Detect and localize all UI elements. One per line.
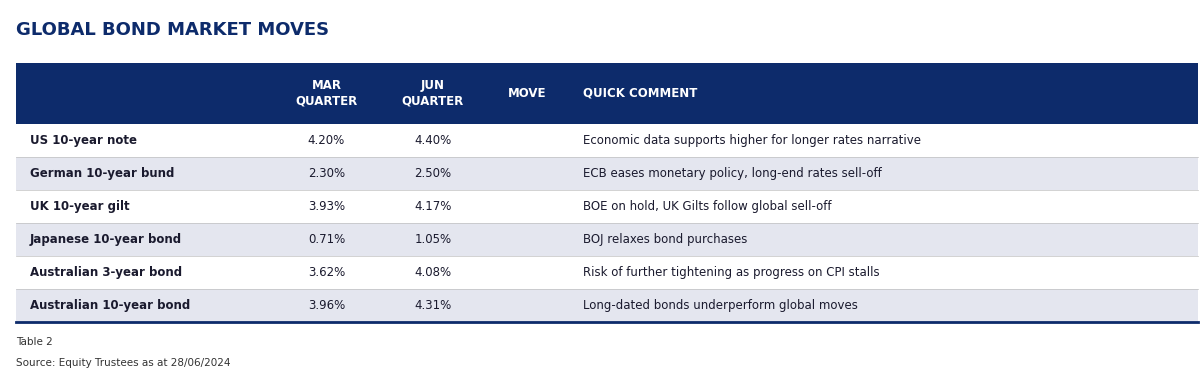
Text: 3.62%: 3.62% (308, 266, 346, 279)
Text: Japanese 10-year bond: Japanese 10-year bond (30, 233, 182, 246)
Text: MAR
QUARTER: MAR QUARTER (295, 79, 358, 107)
Text: 0.71%: 0.71% (308, 233, 346, 246)
Text: QUICK COMMENT: QUICK COMMENT (583, 87, 697, 100)
Text: ECB eases monetary policy, long-end rates sell-off: ECB eases monetary policy, long-end rate… (583, 167, 882, 180)
Text: Long-dated bonds underperform global moves: Long-dated bonds underperform global mov… (583, 299, 858, 312)
Text: BOJ relaxes bond purchases: BOJ relaxes bond purchases (583, 233, 748, 246)
Text: BOE on hold, UK Gilts follow global sell-off: BOE on hold, UK Gilts follow global sell… (583, 200, 832, 213)
Text: MOVE: MOVE (508, 87, 547, 100)
Bar (16, 223, 1198, 256)
Text: 2.30%: 2.30% (308, 167, 346, 180)
Text: 3.96%: 3.96% (308, 299, 346, 312)
Text: UK 10-year gilt: UK 10-year gilt (30, 200, 130, 213)
Text: German 10-year bund: German 10-year bund (30, 167, 174, 180)
Text: 4.31%: 4.31% (414, 299, 451, 312)
Text: JUN
QUARTER: JUN QUARTER (402, 79, 464, 107)
Bar (16, 157, 1198, 190)
Bar (16, 256, 1198, 289)
Text: US 10-year note: US 10-year note (30, 134, 137, 147)
Bar (16, 124, 1198, 157)
Bar (16, 63, 1198, 124)
Text: 3.93%: 3.93% (308, 200, 346, 213)
Text: Risk of further tightening as progress on CPI stalls: Risk of further tightening as progress o… (583, 266, 880, 279)
Text: Australian 10-year bond: Australian 10-year bond (30, 299, 190, 312)
Text: 4.40%: 4.40% (414, 134, 451, 147)
Text: Table 2: Table 2 (16, 337, 53, 347)
Bar (16, 289, 1198, 322)
Text: 4.20%: 4.20% (308, 134, 346, 147)
Text: Source: Equity Trustees as at 28/06/2024: Source: Equity Trustees as at 28/06/2024 (16, 358, 230, 368)
Text: 4.08%: 4.08% (414, 266, 451, 279)
Bar (16, 190, 1198, 223)
Text: 2.50%: 2.50% (414, 167, 451, 180)
Text: Economic data supports higher for longer rates narrative: Economic data supports higher for longer… (583, 134, 920, 147)
Text: 1.05%: 1.05% (414, 233, 451, 246)
Text: GLOBAL BOND MARKET MOVES: GLOBAL BOND MARKET MOVES (16, 21, 329, 39)
Text: 4.17%: 4.17% (414, 200, 451, 213)
Text: Australian 3-year bond: Australian 3-year bond (30, 266, 182, 279)
